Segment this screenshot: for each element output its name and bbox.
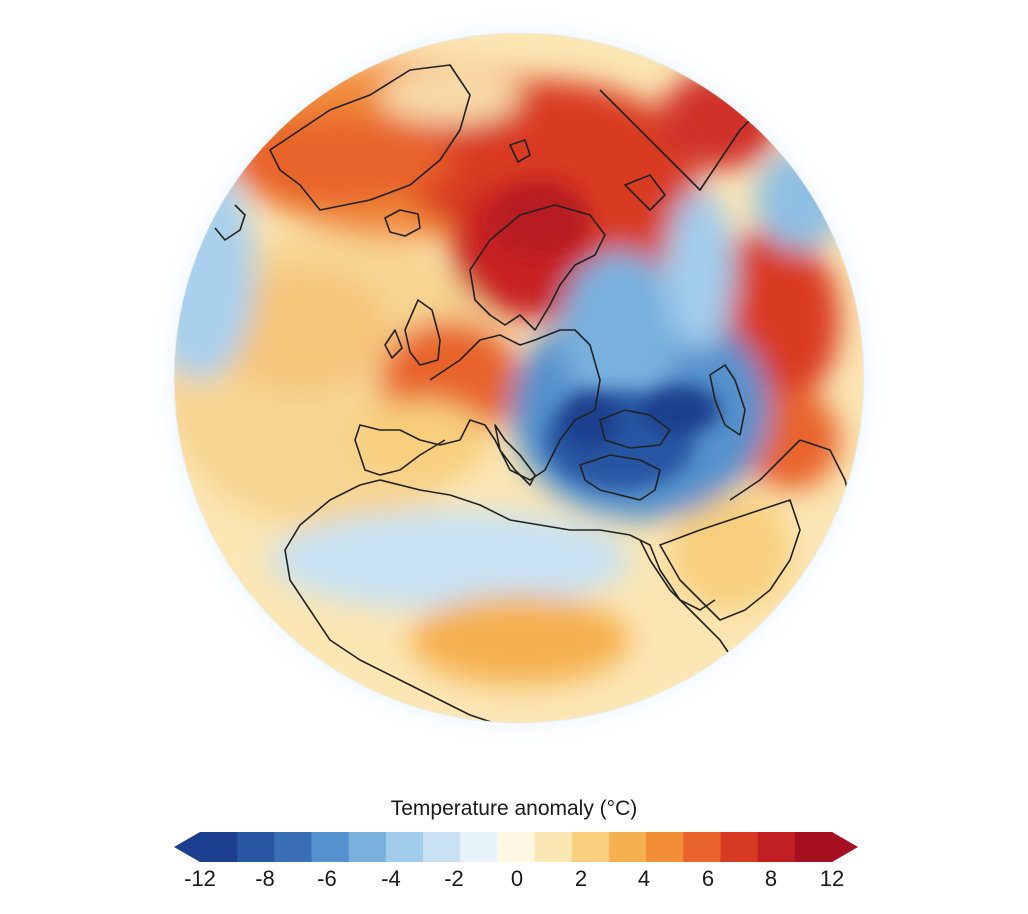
colorbar-tick-label: 0 xyxy=(510,866,524,891)
colorbar-tick-label: 6 xyxy=(701,866,715,891)
anomaly-globe-map xyxy=(147,6,891,750)
colorbar-segment xyxy=(757,832,796,862)
legend-title: Temperature anomaly (°C) xyxy=(390,797,638,820)
colorbar-segment xyxy=(200,832,238,862)
colorbar-segment xyxy=(794,832,833,862)
colorbar-tick-label: 2 xyxy=(574,866,588,891)
colorbar-segment xyxy=(646,832,684,862)
colorbar-segment xyxy=(720,832,759,862)
colorbar-tick-label: -12 xyxy=(184,866,216,891)
colorbar-arrow-left xyxy=(174,832,200,862)
colorbar-tick-label: 8 xyxy=(764,866,778,891)
colorbar-segment xyxy=(608,832,647,862)
colorbar-arrow-right xyxy=(832,832,858,862)
colorbar-segment xyxy=(497,832,536,862)
colorbar-segment xyxy=(348,832,387,862)
colorbar-segment xyxy=(237,832,275,862)
globe-surface xyxy=(174,33,864,723)
colorbar-segment xyxy=(571,832,610,862)
colorbar-tick-label: -2 xyxy=(444,866,464,891)
colorbar-segment xyxy=(534,832,573,862)
colorbar-segment xyxy=(423,832,461,862)
colorbar-segment xyxy=(460,832,498,862)
colorbar-tick-label: -4 xyxy=(381,866,401,891)
anomaly-north-africa xyxy=(270,510,630,610)
colorbar-tick-label: 4 xyxy=(637,866,651,891)
colorbar-tick-label: 12 xyxy=(819,866,845,891)
colorbar-segment xyxy=(274,832,313,862)
anomaly-west-cold xyxy=(174,160,255,380)
colorbar-segment xyxy=(683,832,721,862)
colorbar-tick-label: -8 xyxy=(255,866,275,891)
colorbar-segment xyxy=(385,832,424,862)
colorbar-tick-label: -6 xyxy=(317,866,337,891)
colorbar-segment xyxy=(311,832,350,862)
